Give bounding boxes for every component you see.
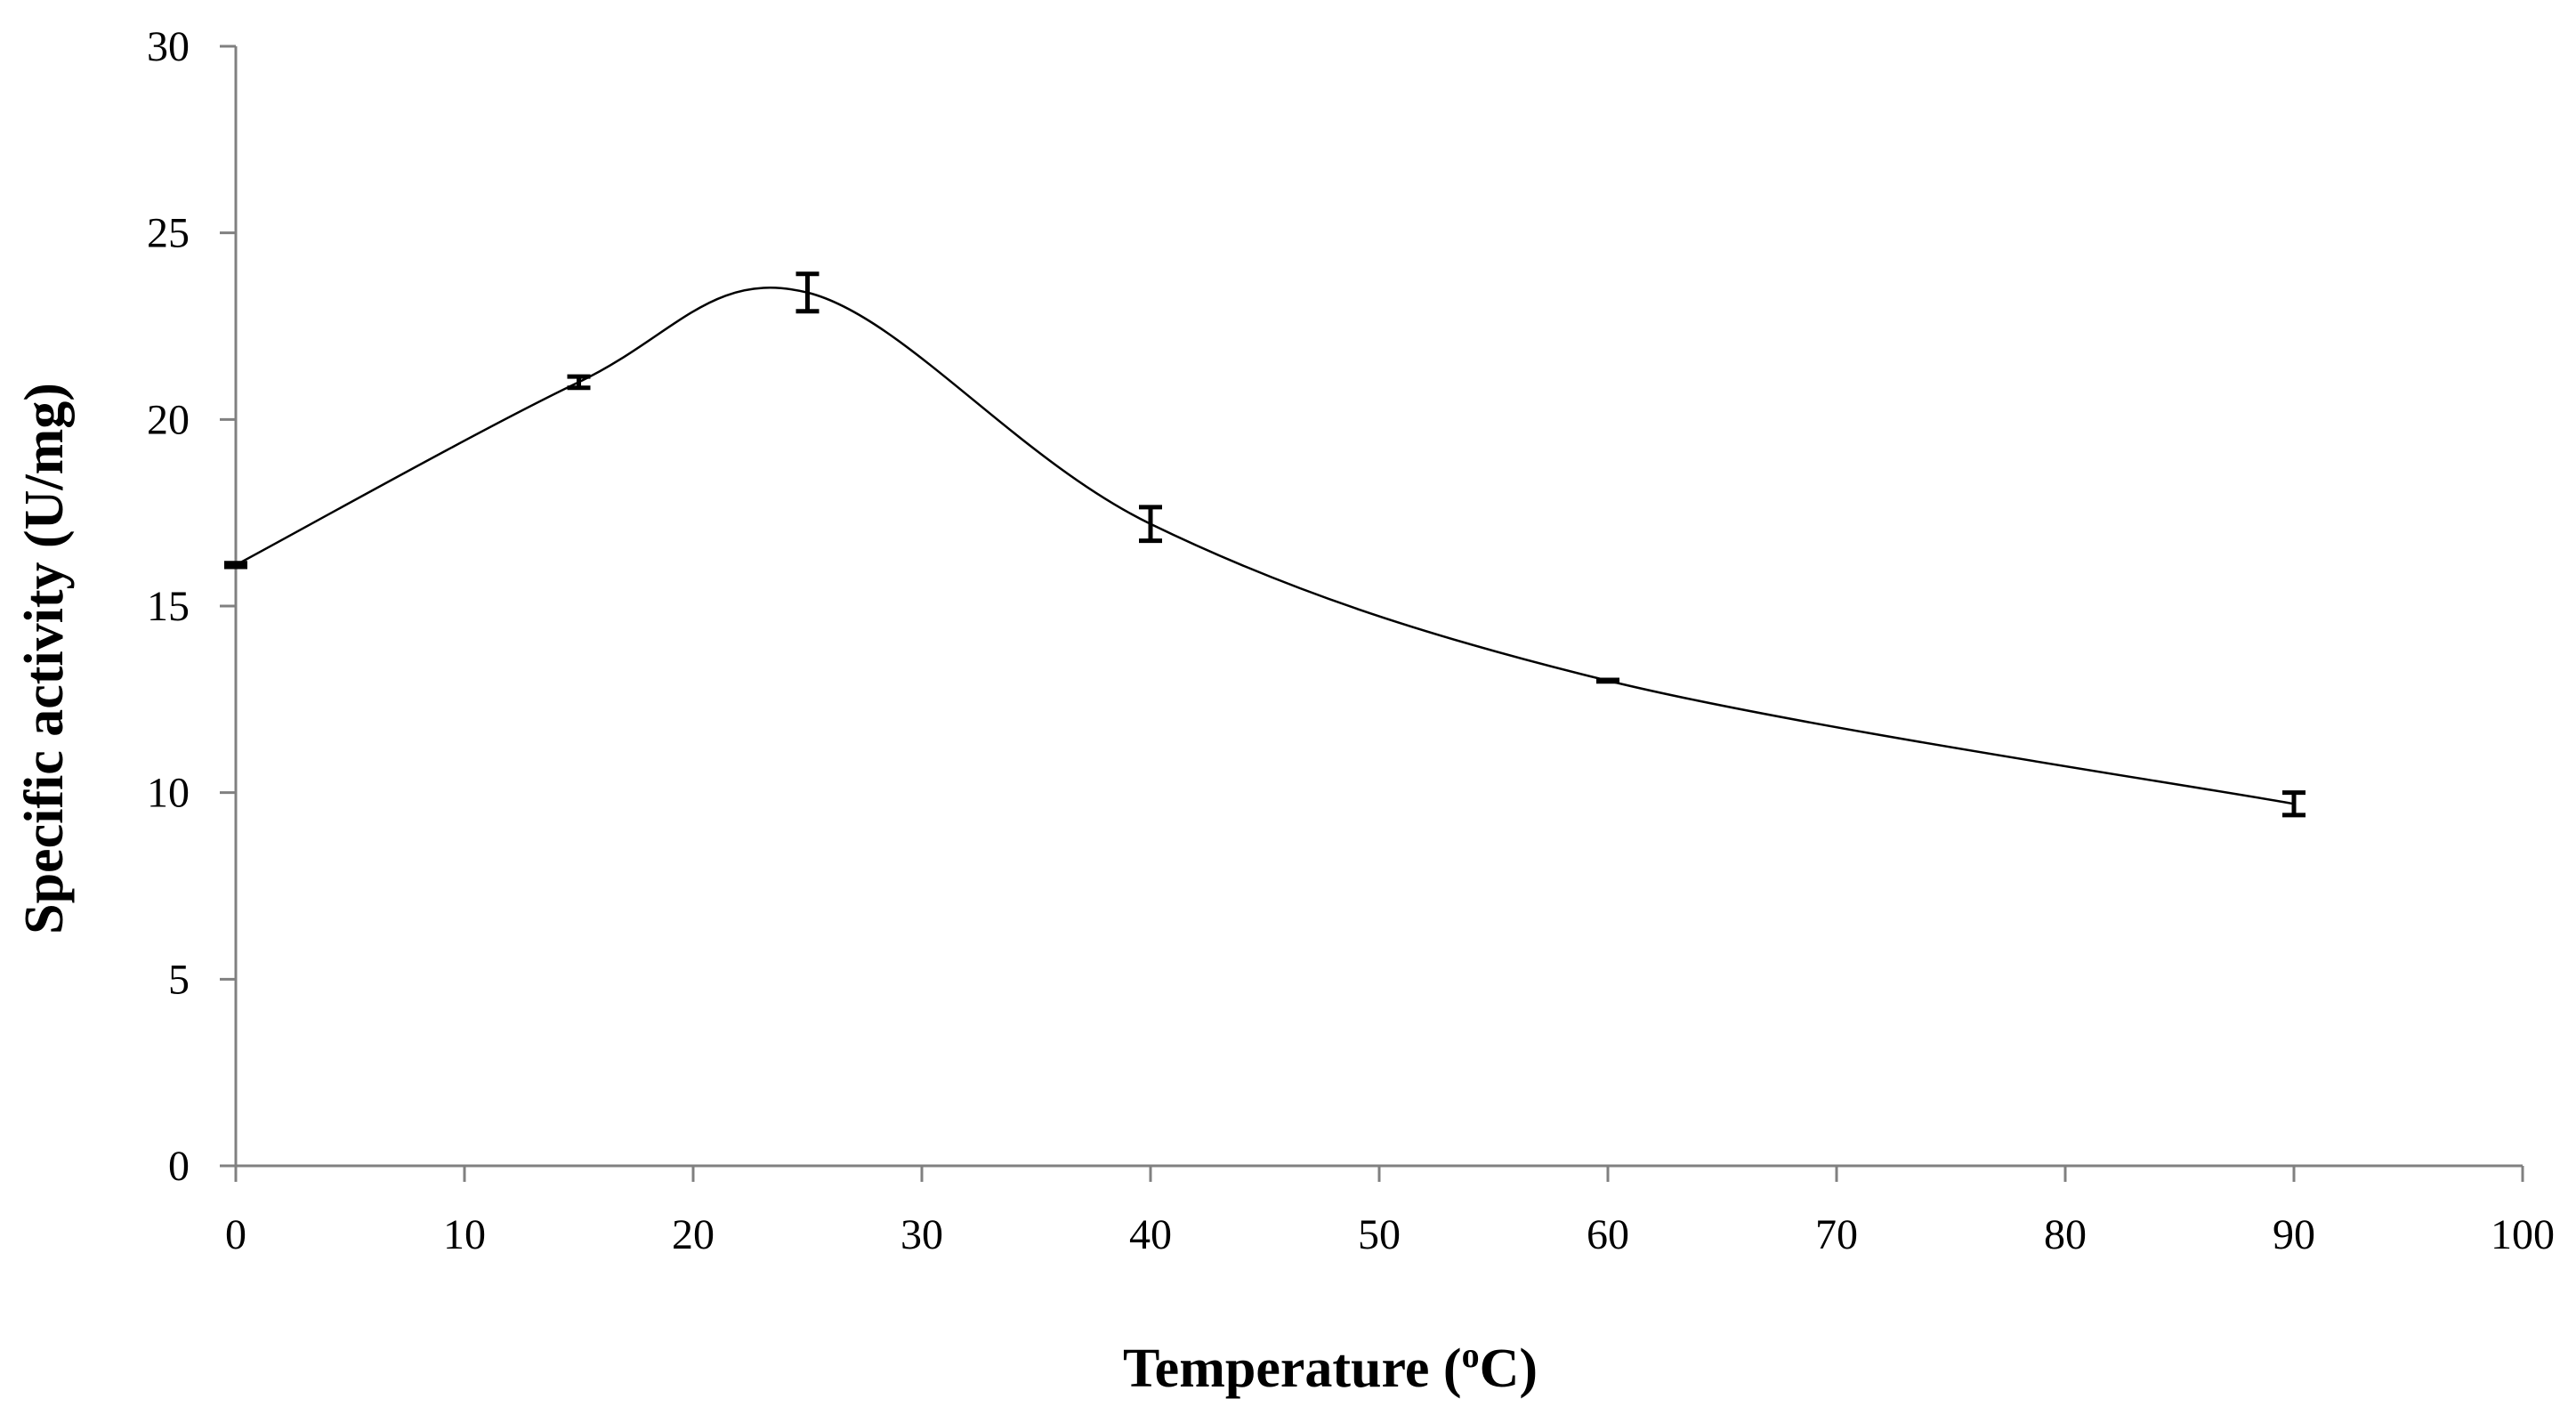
error-bar <box>2282 790 2305 818</box>
x-axis-title-main: Temperature ( <box>1123 1338 1462 1399</box>
y-tick-label: 0 <box>168 1143 190 1190</box>
y-tick-label: 30 <box>147 23 190 70</box>
data-point <box>577 379 581 384</box>
x-tick-label: 90 <box>2273 1211 2315 1258</box>
data-point <box>2291 801 2297 806</box>
y-tick-label: 25 <box>147 210 190 257</box>
x-tick-label: 40 <box>1129 1211 1172 1258</box>
data-point <box>1605 678 1611 683</box>
x-axis-title: Temperature (oC) <box>1123 1335 1538 1399</box>
x-tick-label: 50 <box>1358 1211 1401 1258</box>
data-point <box>233 562 238 568</box>
y-tick-label: 10 <box>147 770 190 817</box>
series-line <box>235 287 2295 805</box>
x-tick-label: 20 <box>672 1211 715 1258</box>
x-tick-label: 70 <box>1815 1211 1858 1258</box>
x-axis-title-degree: o <box>1462 1335 1480 1375</box>
data-point <box>805 290 810 295</box>
x-tick-label: 30 <box>900 1211 943 1258</box>
series-layer <box>224 271 2305 818</box>
y-tick-label: 5 <box>168 956 190 1003</box>
y-axis-title: Specific activity (U/mg) <box>14 383 75 934</box>
axes: 0 5 10 15 20 25 30 0 10 20 30 40 50 60 70 80 90 100 <box>147 23 2555 1258</box>
x-tick-label: 100 <box>2491 1211 2555 1258</box>
x-tick-label: 80 <box>2044 1211 2087 1258</box>
y-tick-label: 20 <box>147 396 190 443</box>
x-tick-label: 10 <box>443 1211 486 1258</box>
error-bar <box>1139 505 1162 544</box>
error-bar <box>795 271 820 314</box>
error-bar <box>1596 677 1619 684</box>
x-axis-title-end: C) <box>1480 1338 1538 1399</box>
data-point <box>1148 522 1153 527</box>
error-bar <box>224 561 247 570</box>
x-tick-label: 60 <box>1587 1211 1629 1258</box>
y-tick-label: 15 <box>147 583 190 630</box>
x-tick-label: 0 <box>225 1211 246 1258</box>
error-bar <box>567 374 591 391</box>
